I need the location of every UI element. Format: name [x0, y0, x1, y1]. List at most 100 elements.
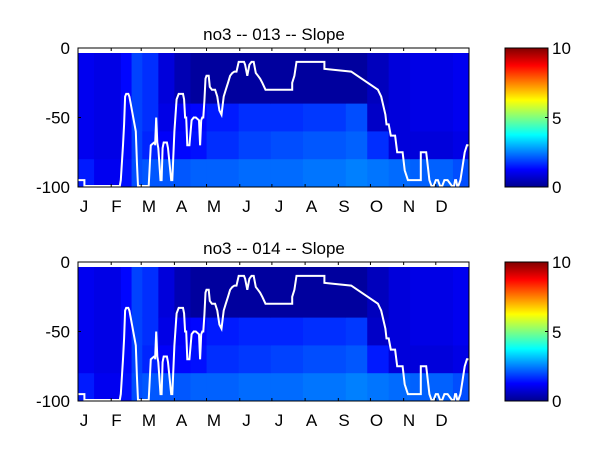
- y-tick-label: 0: [61, 253, 70, 272]
- heatmap-cell: [158, 103, 175, 132]
- chart-title: no3 -- 014 -- Slope: [203, 239, 345, 258]
- x-tick-label: J: [242, 197, 251, 216]
- heatmap-cell: [238, 103, 272, 132]
- heatmap-cell: [270, 103, 304, 132]
- y-ticks: 0 -50 -100: [36, 39, 81, 197]
- heatmap-cell: [388, 345, 411, 374]
- colorbar-tick-label: 10: [552, 39, 571, 58]
- heatmap-cell: [94, 345, 122, 374]
- heatmap-cell: [206, 53, 240, 105]
- heatmap-cell: [174, 159, 191, 188]
- heatmap-cell: [367, 131, 390, 160]
- heatmap-cell: [452, 53, 470, 105]
- heatmap-cell: [131, 53, 143, 105]
- heatmap-cell: [302, 131, 347, 160]
- heatmap-cell: [206, 345, 240, 374]
- heatmap-cell: [270, 131, 304, 160]
- y-tick-label: -100: [36, 392, 70, 411]
- heatmap-cell: [78, 131, 95, 160]
- x-tick-label: S: [338, 197, 349, 216]
- heatmap-cell: [238, 53, 272, 105]
- x-tick-label: A: [176, 197, 188, 216]
- heatmap-cell: [238, 267, 272, 319]
- x-tick-label: J: [242, 411, 251, 430]
- heatmap-cell: [270, 159, 304, 188]
- x-tick-label: O: [370, 411, 383, 430]
- heatmap-cell: [120, 317, 133, 346]
- heatmap-cell: [345, 53, 368, 105]
- x-tick-label: M: [142, 197, 156, 216]
- heatmap-cell: [388, 159, 411, 188]
- heatmap-cell: [238, 131, 272, 160]
- heatmap-cell: [120, 103, 133, 132]
- heatmap-cell: [367, 345, 390, 374]
- x-tick-label: F: [111, 197, 121, 216]
- heatmap-cell: [345, 373, 368, 402]
- colorbar-tick-label: 5: [552, 323, 561, 342]
- heatmap-cell: [238, 159, 272, 188]
- y-tick-label: -50: [45, 323, 70, 342]
- heatmap-cell: [238, 345, 272, 374]
- heatmap-cell: [302, 53, 347, 105]
- heatmap-cell: [158, 267, 175, 319]
- heatmap-cell: [302, 345, 347, 374]
- heatmap-cell: [142, 103, 159, 132]
- heatmap-cell: [410, 345, 454, 374]
- heatmap-cell: [302, 103, 347, 132]
- heatmap-cell: [345, 345, 368, 374]
- heatmap-cell: [238, 317, 272, 346]
- heatmap-cell: [270, 267, 304, 319]
- heatmap-cell: [270, 317, 304, 346]
- heatmap-cell: [206, 267, 240, 319]
- y-tick-label: 0: [61, 39, 70, 58]
- x-tick-label: F: [111, 411, 121, 430]
- series-line: [78, 60, 469, 187]
- heatmap-cell: [367, 159, 390, 188]
- heatmap-cell: [94, 267, 122, 319]
- series-line: [78, 274, 469, 401]
- colorbar-tick-label: 5: [552, 109, 561, 128]
- heatmap-cell: [367, 53, 390, 105]
- heatmap-cell: [367, 373, 390, 402]
- heatmap-cell: [78, 373, 95, 402]
- heatmap-cell: [190, 373, 208, 402]
- x-tick-label: M: [142, 411, 156, 430]
- heatmap-cell: [302, 159, 347, 188]
- heatmap-cell: [206, 159, 240, 188]
- colorbar: 10 5 0: [504, 253, 571, 411]
- heatmap-cell: [78, 103, 95, 132]
- heatmap-cell: [120, 267, 133, 319]
- y-tick-label: -50: [45, 109, 70, 128]
- heatmap-cell: [452, 267, 470, 319]
- empty-top-band: [78, 262, 469, 267]
- heatmap-cell: [174, 373, 191, 402]
- heatmap-cell: [345, 267, 368, 319]
- heatmap-cell: [190, 267, 208, 319]
- heatmap-cell: [131, 103, 143, 132]
- heatmap-cell: [388, 373, 411, 402]
- x-tick-label: D: [435, 197, 447, 216]
- heatmap-cell: [452, 103, 470, 132]
- heatmap-cell: [190, 131, 208, 160]
- heatmap-cell: [120, 373, 133, 402]
- heatmap-cell: [131, 267, 143, 319]
- colorbar-tick-label: 0: [552, 392, 561, 411]
- x-tick-label: M: [207, 411, 221, 430]
- heatmap-cell: [410, 317, 454, 346]
- heatmap-cell: [410, 53, 454, 105]
- heatmap-cell: [78, 345, 95, 374]
- heatmap-cell: [388, 131, 411, 160]
- x-tick-label: J: [275, 411, 284, 430]
- heatmap-cell: [94, 53, 122, 105]
- heatmap-cell: [270, 373, 304, 402]
- heatmap-cell: [388, 317, 411, 346]
- heatmap-cell: [452, 317, 470, 346]
- heatmap-cell: [94, 159, 122, 188]
- heatmap-cell: [270, 53, 304, 105]
- x-tick-label: J: [275, 197, 284, 216]
- colorbar: 10 5 0: [504, 39, 571, 197]
